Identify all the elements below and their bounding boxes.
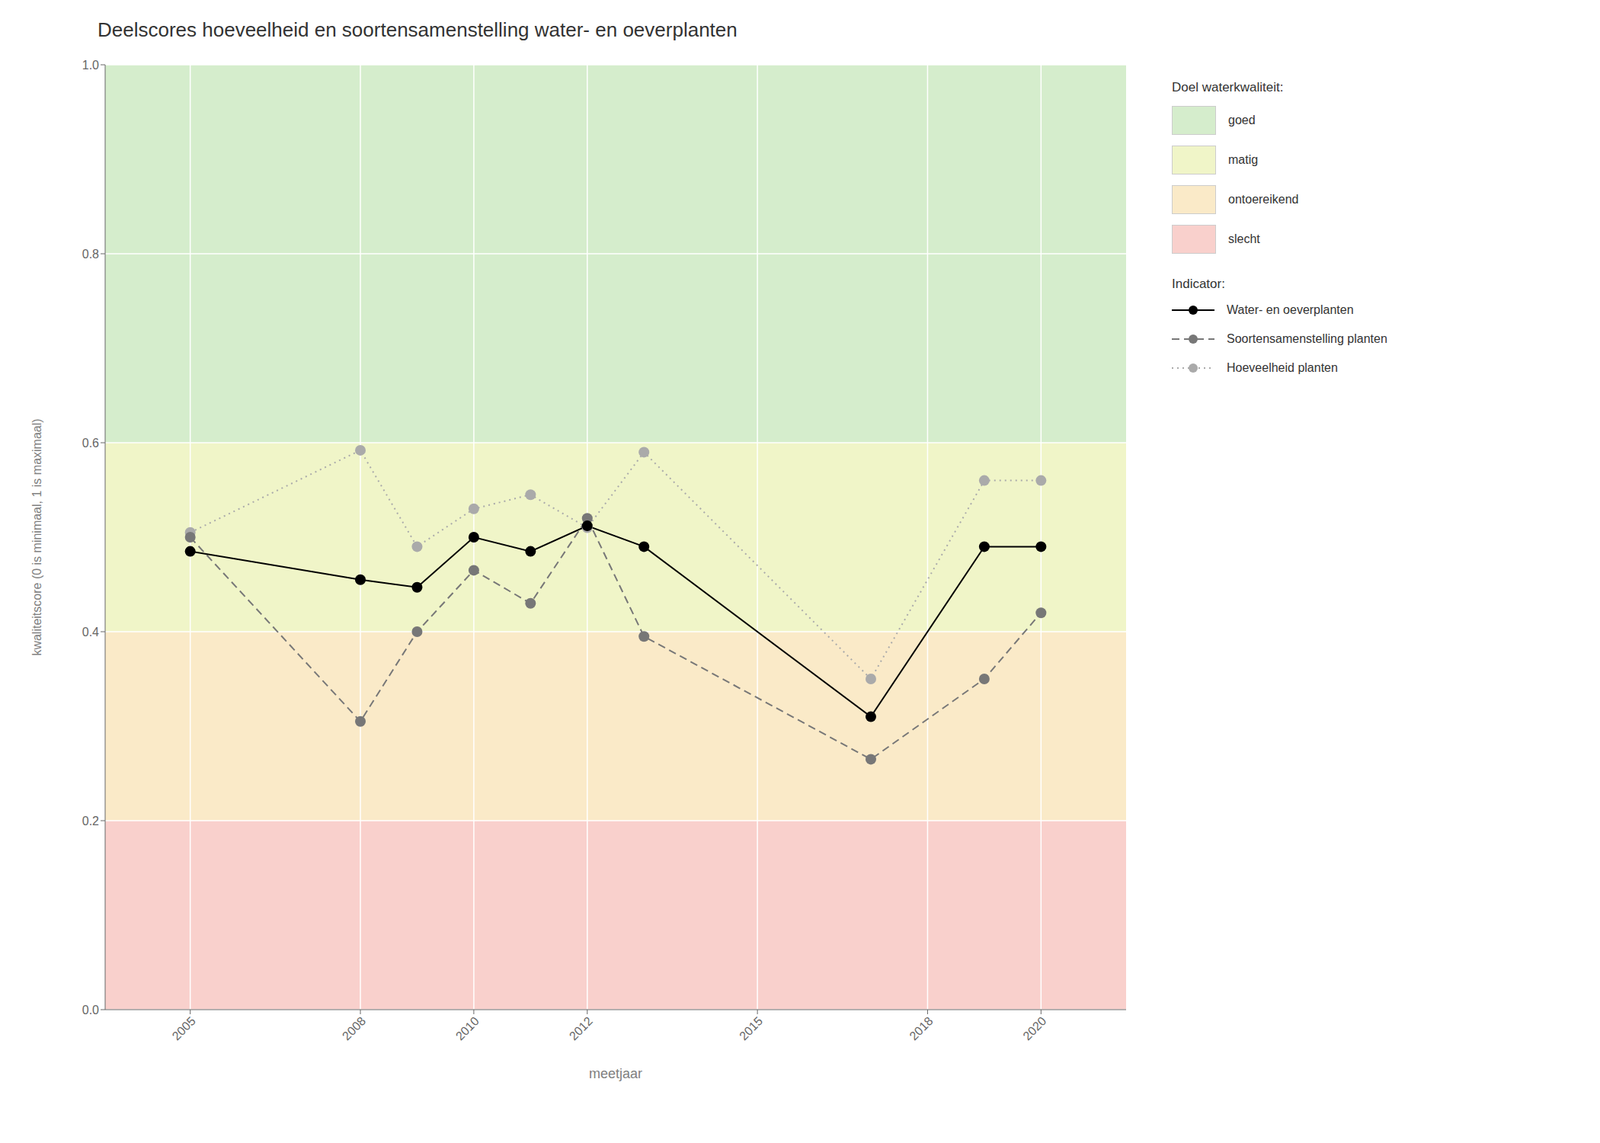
svg-text:2010: 2010 (453, 1014, 482, 1043)
svg-text:2008: 2008 (339, 1014, 368, 1043)
svg-text:2020: 2020 (1020, 1014, 1049, 1043)
html-text:Water- en oeverplanten: Water- en oeverplanten (1226, 303, 1354, 317)
svg-text:2005: 2005 (169, 1014, 199, 1043)
html-text:Hoeveelheid planten: Hoeveelheid planten (1226, 361, 1338, 375)
html-text:ontoereikend: ontoereikend (1228, 192, 1299, 206)
svg-text:2012: 2012 (566, 1014, 596, 1043)
svg-text:0.2: 0.2 (82, 814, 100, 828)
html-text:matig: matig (1228, 153, 1258, 167)
svg-text:0.4: 0.4 (82, 625, 100, 639)
html-text:Deelscores hoeveelheid en soor: Deelscores hoeveelheid en soortensamenst… (97, 18, 738, 42)
svg-text:kwaliteitscore (0 is minimaal,: kwaliteitscore (0 is minimaal, 1 is maxi… (30, 418, 44, 656)
svg-text:meetjaar: meetjaar (588, 1065, 643, 1082)
svg-text:0.6: 0.6 (82, 436, 100, 450)
svg-text:0.8: 0.8 (82, 247, 100, 261)
svg-text:0.0: 0.0 (82, 1003, 100, 1017)
html-text:Doel waterkwaliteit:: Doel waterkwaliteit: (1171, 80, 1284, 95)
html-text:slecht: slecht (1228, 232, 1261, 246)
svg-text:2015: 2015 (736, 1014, 765, 1043)
html-text:goed: goed (1228, 113, 1256, 127)
html-text:Indicator:: Indicator: (1171, 276, 1226, 292)
html-text:Soortensamenstelling planten: Soortensamenstelling planten (1226, 332, 1388, 346)
svg-text:2018: 2018 (906, 1014, 935, 1043)
svg-text:1.0: 1.0 (82, 58, 100, 72)
